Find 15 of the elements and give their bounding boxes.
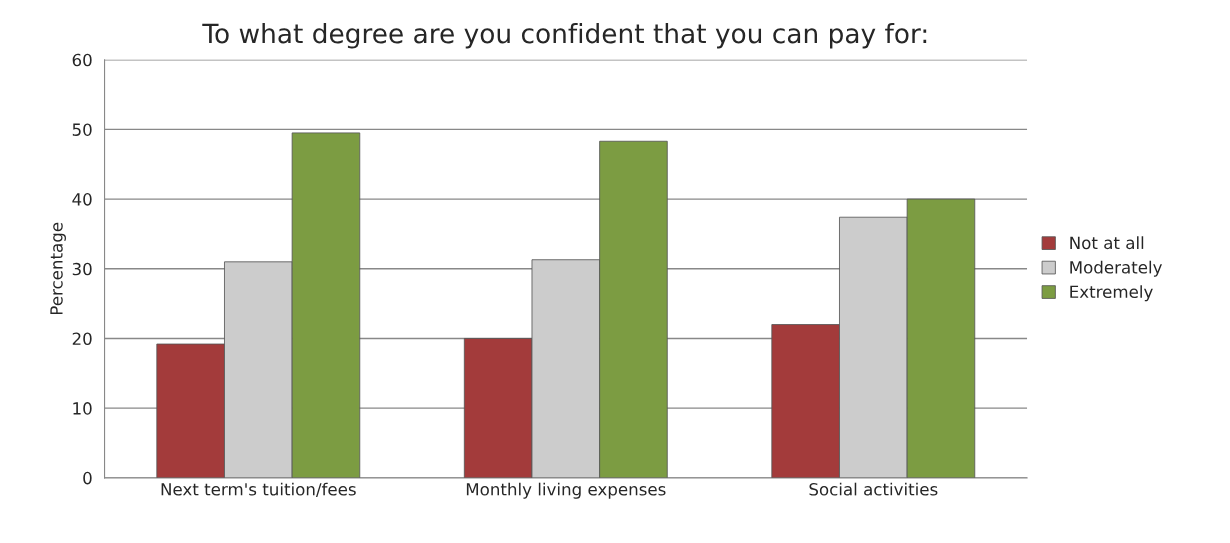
y-tick-label: 0 [83, 471, 92, 485]
x-tick-label: Next term's tuition/fees [161, 482, 356, 497]
y-axis-title: Percentage [50, 222, 66, 315]
y-tick-label: 60 [72, 53, 92, 67]
x-tick-label: Monthly living expenses [466, 482, 666, 499]
legend-label: Moderately [1070, 260, 1162, 277]
x-tick-label: Social activities [809, 482, 938, 496]
y-tick-label: 50 [72, 123, 92, 136]
y-tick-label: 40 [72, 193, 92, 206]
y-tick-label: 30 [72, 262, 92, 276]
legend-label: Not at all [1070, 236, 1144, 250]
legend-label: Extremely [1070, 285, 1153, 302]
y-tick-label: 10 [73, 402, 92, 415]
chart-title: To what degree are you confident that you can pay for: [202, 23, 927, 49]
y-tick-label: 20 [72, 332, 92, 346]
